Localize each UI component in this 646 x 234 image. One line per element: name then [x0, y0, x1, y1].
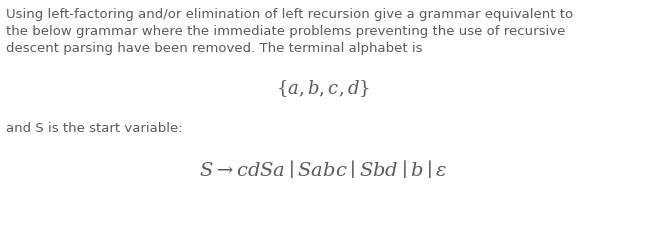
Text: $\{a, b, c, d\}$: $\{a, b, c, d\}$	[276, 78, 370, 99]
Text: the below grammar where the immediate problems preventing the use of recursive: the below grammar where the immediate pr…	[6, 25, 565, 38]
Text: and S is the start variable:: and S is the start variable:	[6, 122, 183, 135]
Text: $S \rightarrow cdSa \mid Sabc \mid Sbd \mid b \mid \varepsilon$: $S \rightarrow cdSa \mid Sabc \mid Sbd \…	[199, 158, 447, 180]
Text: descent parsing have been removed. The terminal alphabet is: descent parsing have been removed. The t…	[6, 42, 422, 55]
Text: Using left-factoring and/or elimination of left recursion give a grammar equival: Using left-factoring and/or elimination …	[6, 8, 573, 21]
